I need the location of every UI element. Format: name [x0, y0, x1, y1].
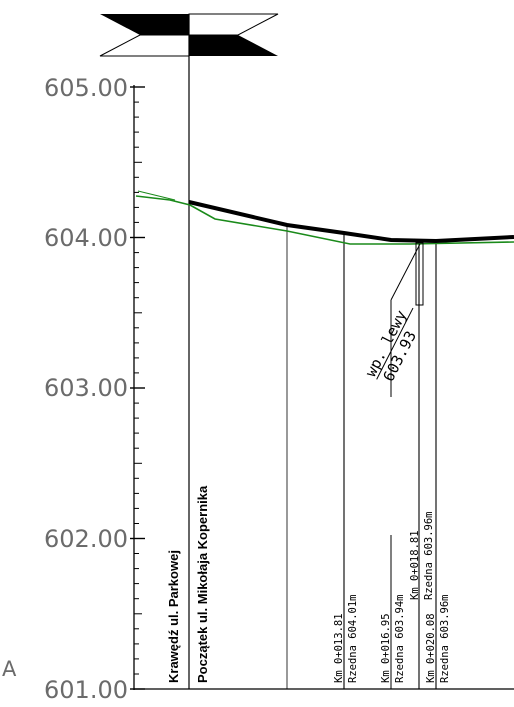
elevation-label-605: 605.00	[44, 74, 128, 102]
design-line	[188, 200, 514, 244]
terrain-stub	[137, 190, 176, 201]
station-elevation-label: Rzedna 604.01m	[347, 594, 359, 683]
elevation-label-604: 604.00	[44, 224, 128, 252]
elevation-label-602: 602.00	[44, 525, 128, 553]
station-elevation-label: Rzedna 603.94m	[394, 594, 406, 683]
station-km-label: Km 0+018.81	[409, 530, 421, 600]
well-underline	[376, 307, 414, 380]
elevation-axis: 605.00 604.00 603.00 602.00 601.00	[44, 74, 145, 704]
terrain-line	[135, 195, 514, 245]
start-flag-icon	[99, 13, 279, 57]
corner-letter: A	[2, 657, 17, 681]
station-km-label: Km 0+020.08	[425, 613, 437, 683]
axis-ticks	[130, 86, 145, 690]
elevation-label-601: 601.00	[44, 676, 128, 704]
station-km-label: Km 0+016.95	[380, 613, 392, 683]
elevation-label-603: 603.00	[44, 374, 128, 402]
street-label-parkowa: Krawędź ul. Parkowej	[166, 550, 181, 683]
station-km-label: Km 0+013.81	[333, 613, 345, 683]
station-elevation-label: Rzedna 603.96m	[439, 594, 451, 683]
station-elevation-label: Rzedna 603.96m	[423, 511, 435, 600]
well-symbol	[390, 242, 424, 397]
street-label-kopernika: Początek ul. Mikołaja Kopernika	[195, 485, 210, 683]
